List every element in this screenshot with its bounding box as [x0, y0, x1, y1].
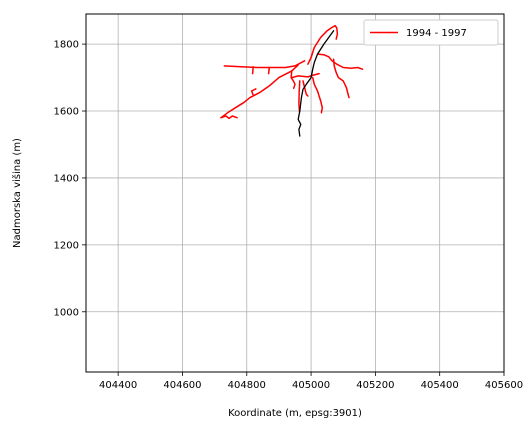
black-path	[299, 30, 335, 112]
legend: 1994 - 1997	[363, 19, 499, 46]
x-tick-label: 404600	[163, 380, 201, 391]
ticks: 404400 404600 404800 405000 405200 405400 4056…	[54, 40, 524, 391]
y-tick-label: 1200	[54, 240, 79, 251]
red-path	[267, 66, 271, 75]
red-path	[298, 80, 301, 113]
red-path	[307, 24, 339, 65]
y-tick-label: 1400	[54, 173, 79, 184]
red-path	[220, 115, 238, 120]
red-path	[251, 66, 254, 75]
red-path	[316, 53, 364, 70]
red-path	[311, 76, 324, 114]
y-axis-label: Nadmorska višina (m)	[11, 138, 23, 248]
plot-frame	[85, 13, 505, 373]
x-tick-label: 405600	[485, 380, 523, 391]
red-path	[332, 58, 350, 99]
red-path	[302, 80, 309, 97]
plot-background	[86, 14, 504, 372]
red-path	[290, 70, 296, 90]
grid	[86, 14, 505, 372]
y-tick-label: 1800	[54, 40, 79, 51]
series-red-line	[220, 24, 364, 120]
x-axis-label: Koordinate (m, epsg:3901)	[228, 408, 362, 419]
x-tick-label: 405200	[356, 380, 394, 391]
legend-box	[363, 19, 499, 46]
x-tick-label: 404800	[228, 380, 266, 391]
y-tick-label: 1600	[54, 107, 79, 118]
black-path	[297, 110, 302, 137]
series-black-line	[297, 30, 335, 137]
red-path	[291, 72, 320, 79]
x-tick-label: 404400	[99, 380, 137, 391]
x-tick-label: 405000	[292, 380, 330, 391]
series-layer	[220, 24, 364, 137]
y-tick-label: 1000	[54, 307, 79, 318]
red-path	[220, 64, 299, 119]
x-tick-label: 405400	[421, 380, 459, 391]
red-path	[250, 88, 257, 96]
legend-label: 1994 - 1997	[406, 28, 467, 39]
